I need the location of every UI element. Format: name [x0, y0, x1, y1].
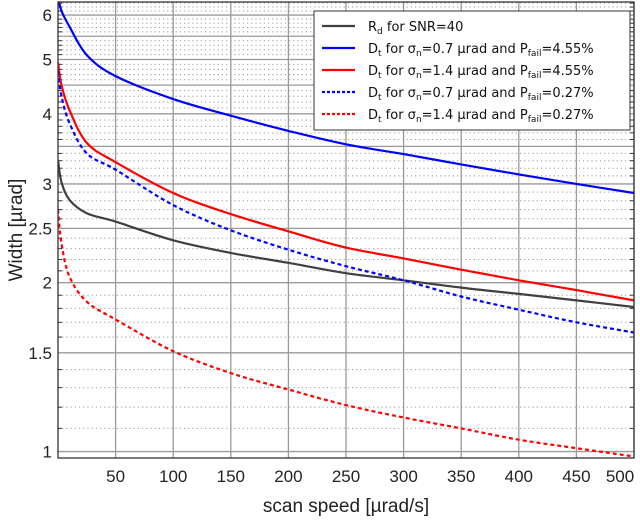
x-tick-label: 50	[106, 467, 125, 486]
legend-text: =0.27%	[541, 86, 593, 101]
y-tick-label: 5	[43, 50, 52, 69]
legend-text: for σ	[382, 64, 416, 79]
x-tick-label: 150	[217, 467, 245, 486]
y-tick-label: 4	[43, 105, 52, 124]
legend-subscript: t	[378, 71, 382, 81]
legend-text: D	[368, 42, 378, 57]
y-axis-label: Width [µrad]	[6, 179, 27, 282]
x-tick-label: 100	[159, 467, 187, 486]
legend-subscript: n	[416, 115, 422, 125]
legend-entry: Dt for σn=0.7 µrad and Pfail=0.27%	[368, 86, 594, 103]
legend-entry: Dt for σn=1.4 µrad and Pfail=4.55%	[368, 64, 594, 81]
x-tick-label: 400	[505, 467, 533, 486]
legend-text: R	[368, 20, 377, 35]
legend-text: =0.7 µrad and P	[422, 42, 528, 57]
legend-text: for σ	[382, 86, 416, 101]
legend-text: D	[368, 64, 378, 79]
legend-text: for σ	[382, 42, 416, 57]
x-tick-label: 500	[606, 467, 634, 486]
legend-subscript: n	[416, 93, 422, 103]
series-line-3	[58, 71, 634, 334]
x-tick-label: 250	[332, 467, 360, 486]
legend-subscript: fail	[528, 71, 542, 81]
x-tick-label: 200	[274, 467, 302, 486]
y-tick-label: 6	[43, 6, 52, 25]
y-tick-label: 3	[43, 175, 52, 194]
legend-box	[313, 10, 631, 131]
legend-subscript: t	[378, 49, 382, 59]
legend-subscript: n	[416, 49, 422, 59]
y-tick-label: 2.5	[28, 219, 52, 238]
legend-entry: Dt for σn=1.4 µrad and Pfail=0.27%	[368, 108, 594, 125]
legend-text: =1.4 µrad and P	[422, 64, 528, 79]
legend-text: =0.7 µrad and P	[422, 86, 528, 101]
legend-text: =0.27%	[541, 108, 593, 123]
series-line-2	[58, 62, 634, 302]
legend-text: for σ	[382, 108, 416, 123]
x-tick-labels: 50 100 150 200 250 300 350 400 450 500	[106, 467, 634, 486]
x-tick-label: 350	[447, 467, 475, 486]
plot-frame	[57, 1, 635, 459]
legend-subscript: d	[377, 27, 383, 37]
legend-text: D	[368, 108, 378, 123]
legend-subscript: t	[378, 115, 382, 125]
legend-text: for SNR=40	[383, 20, 464, 35]
legend-subscript: fail	[528, 115, 542, 125]
legend-subscript: fail	[528, 49, 542, 59]
legend-text: =1.4 µrad and P	[422, 108, 528, 123]
legend-text: =4.55%	[541, 42, 593, 57]
legend-text: D	[368, 86, 378, 101]
x-tick-label: 450	[562, 467, 590, 486]
legend-subscript: t	[378, 93, 382, 103]
y-tick-labels: 1 1.5 2 2.5 3 4 5 6	[28, 6, 52, 462]
legend-entry: Dt for σn=0.7 µrad and Pfail=4.55%	[368, 42, 594, 59]
y-tick-label: 1.5	[28, 344, 52, 363]
series-line-4	[58, 209, 634, 458]
y-tick-label: 2	[43, 274, 52, 293]
legend-subscript: n	[416, 71, 422, 81]
series-line-1	[58, 2, 634, 195]
curves	[58, 2, 634, 458]
legend-subscript: fail	[528, 93, 542, 103]
legend-entry: Rd for SNR=40	[368, 20, 463, 37]
y-tick-label: 1	[43, 443, 52, 462]
x-axis-label: scan speed [µrad/s]	[263, 496, 429, 517]
x-tick-label: 300	[389, 467, 417, 486]
legend-text: =4.55%	[541, 64, 593, 79]
series-line-0	[58, 159, 634, 309]
